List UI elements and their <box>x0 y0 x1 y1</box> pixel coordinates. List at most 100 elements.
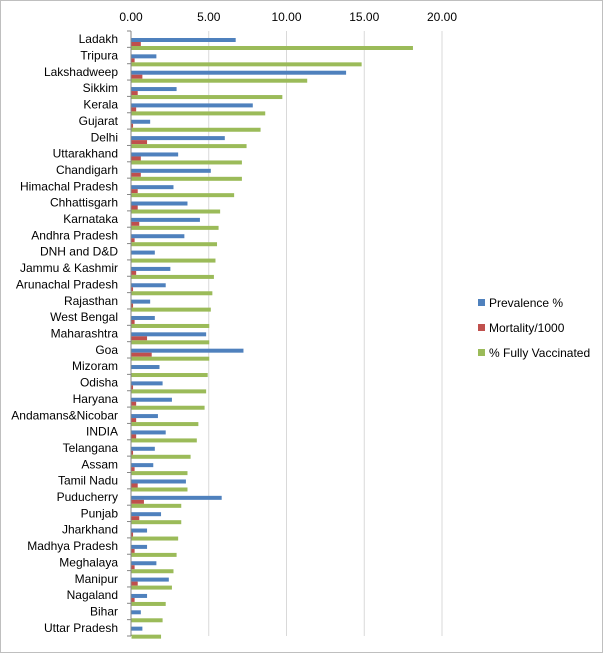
category-label-chhattisgarh: Chhattisgarh <box>50 196 118 210</box>
bar-fully-vaccinated-punjab <box>131 520 182 525</box>
category-label-andamans-nicobar: Andamans&Nicobar <box>11 408 118 422</box>
bar-fully-vaccinated-assam <box>131 471 188 476</box>
category-label-telangana: Telangana <box>63 441 119 455</box>
bar-prevalence-andamans-nicobar <box>131 414 158 419</box>
bar-mortality-1000-andhra-pradesh <box>131 238 135 243</box>
category-label-himachal-pradesh: Himachal Pradesh <box>20 179 118 193</box>
category-label-maharashtra: Maharashtra <box>51 327 119 341</box>
legend: Prevalence % Mortality/1000 % Fully Vaccin… <box>478 296 590 360</box>
bar-prevalence-himachal-pradesh <box>131 185 174 190</box>
bar-mortality-1000-chhattisgarh <box>131 205 138 210</box>
bar-prevalence-madhya-pradesh <box>131 544 148 549</box>
bar-mortality-1000-haryana <box>131 401 137 406</box>
category-label-manipur: Manipur <box>75 572 118 586</box>
category-label-rajasthan: Rajasthan <box>64 294 118 308</box>
bar-mortality-1000-karnataka <box>131 221 140 226</box>
bar-prevalence-nagaland <box>131 593 148 598</box>
bar-fully-vaccinated-arunachal-pradesh <box>131 291 213 296</box>
bar-fully-vaccinated-chandigarh <box>131 176 242 181</box>
bar-fully-vaccinated-telangana <box>131 454 191 459</box>
bar-mortality-1000-arunachal-pradesh <box>131 287 134 292</box>
category-label-ladakh: Ladakh <box>79 32 118 46</box>
bar-prevalence-uttarakhand <box>131 152 179 157</box>
bar-prevalence-india <box>131 430 166 435</box>
bar-prevalence-lakshadweep <box>131 70 347 75</box>
category-label-gujarat: Gujarat <box>79 114 119 128</box>
bar-fully-vaccinated-meghalaya <box>131 569 174 574</box>
bar-mortality-1000-himachal-pradesh <box>131 189 138 194</box>
category-label-west-bengal: West Bengal <box>50 310 118 324</box>
bar-fully-vaccinated-jammu-kashmir <box>131 274 214 279</box>
category-label-dnh-and-d-d: DNH and D&D <box>40 245 118 259</box>
bar-prevalence-chhattisgarh <box>131 201 188 206</box>
bar-mortality-1000-gujarat <box>131 123 134 128</box>
bar-fully-vaccinated-delhi <box>131 144 247 149</box>
bar-prevalence-rajasthan <box>131 299 151 304</box>
x-tick-label: 20.00 <box>427 10 457 24</box>
category-label-goa: Goa <box>95 343 118 357</box>
bar-mortality-1000-ladakh <box>131 42 141 46</box>
category-label-bihar: Bihar <box>90 604 118 618</box>
legend-label-fully-vaccinated: % Fully Vaccinated <box>489 346 590 360</box>
bar-fully-vaccinated-madhya-pradesh <box>131 552 177 557</box>
bar-fully-vaccinated-lakshadweep <box>131 78 308 83</box>
bar-fully-vaccinated-tamil-nadu <box>131 487 188 492</box>
bar-prevalence-assam <box>131 463 154 468</box>
category-label-meghalaya: Meghalaya <box>59 555 118 569</box>
legend-swatch-mortality-1000 <box>478 324 485 331</box>
bar-mortality-1000-nagaland <box>131 597 135 602</box>
bar-prevalence-gujarat <box>131 119 151 124</box>
bar-mortality-1000-assam <box>131 467 135 472</box>
category-label-india: INDIA <box>86 425 118 439</box>
category-label-puducherry: Puducherry <box>57 490 118 504</box>
category-label-assam: Assam <box>81 457 118 471</box>
bar-mortality-1000-tripura <box>131 58 135 63</box>
bar-mortality-1000-manipur <box>131 581 138 586</box>
bar-mortality-1000-odisha <box>131 385 134 390</box>
bar-fully-vaccinated-mizoram <box>131 373 208 378</box>
bar-fully-vaccinated-haryana <box>131 405 205 410</box>
bar-fully-vaccinated-maharashtra <box>131 340 210 345</box>
bar-fully-vaccinated-andhra-pradesh <box>131 242 218 247</box>
bar-fully-vaccinated-rajasthan <box>131 307 211 312</box>
bar-fully-vaccinated-andamans-nicobar <box>131 422 199 427</box>
bar-mortality-1000-jharkhand <box>131 532 134 537</box>
bar-prevalence-karnataka <box>131 217 200 222</box>
bar-mortality-1000-sikkim <box>131 91 138 96</box>
category-label-tripura: Tripura <box>80 49 118 63</box>
category-label-nagaland: Nagaland <box>67 588 118 602</box>
bar-prevalence-puducherry <box>131 495 222 500</box>
category-label-uttarakhand: Uttarakhand <box>53 147 118 161</box>
bar-prevalence-maharashtra <box>131 332 207 337</box>
bar-mortality-1000-india <box>131 434 137 439</box>
category-label-delhi: Delhi <box>91 130 118 144</box>
bar-mortality-1000-west-bengal <box>131 319 135 324</box>
category-label-andhra-pradesh: Andhra Pradesh <box>31 228 118 242</box>
category-label-uttar-pradesh: Uttar Pradesh <box>44 621 118 635</box>
bar-prevalence-ladakh <box>131 38 236 42</box>
bar-prevalence-bihar <box>131 610 141 615</box>
bar-mortality-1000-chandigarh <box>131 172 141 177</box>
legend-label-prevalence: Prevalence % <box>489 296 563 310</box>
bar-fully-vaccinated-kerala <box>131 111 266 116</box>
legend-swatch-fully-vaccinated <box>478 349 485 356</box>
bar-prevalence-odisha <box>131 381 163 386</box>
gridlines <box>208 31 443 636</box>
bar-fully-vaccinated-karnataka <box>131 225 219 230</box>
category-label-karnataka: Karnataka <box>63 212 118 226</box>
bar-mortality-1000-andamans-nicobar <box>131 418 137 423</box>
bar-prevalence-goa <box>131 348 244 353</box>
bar-fully-vaccinated-manipur <box>131 585 172 590</box>
bar-prevalence-mizoram <box>131 365 160 370</box>
bar-prevalence-meghalaya <box>131 561 157 566</box>
bar-fully-vaccinated-sikkim <box>131 95 283 100</box>
bar-mortality-1000-madhya-pradesh <box>131 548 135 553</box>
category-label-odisha: Odisha <box>80 376 118 390</box>
legend-label-mortality-1000: Mortality/1000 <box>489 321 565 335</box>
x-tick-label: 10.00 <box>271 10 301 24</box>
bar-mortality-1000-punjab <box>131 516 140 521</box>
bar-fully-vaccinated-uttarakhand <box>131 160 242 165</box>
category-label-jharkhand: Jharkhand <box>62 523 118 537</box>
bar-fully-vaccinated-ladakh <box>131 46 413 50</box>
